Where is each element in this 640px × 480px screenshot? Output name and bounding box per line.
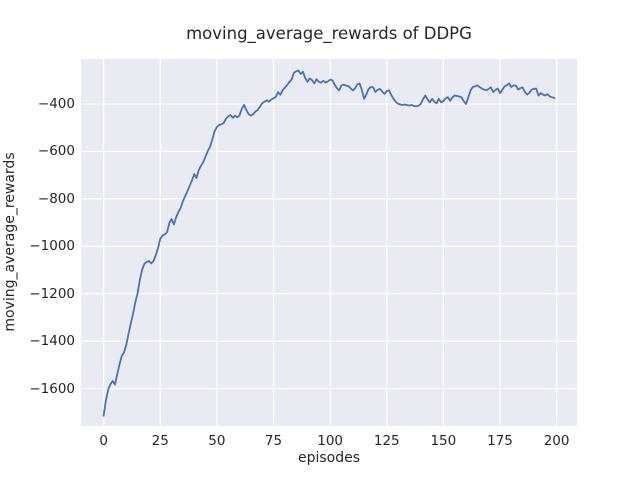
x-axis-label: episodes	[297, 450, 361, 466]
x-tick-label: 125	[373, 433, 400, 449]
x-tick-label: 75	[264, 433, 283, 449]
x-tick-label: 100	[317, 433, 344, 449]
y-tick-label: −400	[37, 96, 75, 113]
reward-line	[102, 69, 556, 417]
axes-background	[81, 59, 577, 426]
x-tick-label: 50	[208, 433, 226, 449]
y-tick-label: −1000	[29, 238, 75, 255]
x-tick-label: 25	[151, 433, 169, 449]
y-tick-label: −600	[37, 143, 75, 160]
y-tick-label: −1200	[29, 285, 75, 302]
y-tick-label: −1600	[29, 380, 75, 397]
y-tick-label: −1400	[29, 333, 75, 350]
x-tick-label: 0	[99, 433, 108, 449]
x-tick-label: 200	[543, 433, 570, 449]
x-tick-label: 175	[487, 433, 513, 449]
y-axis-label-text: moving_average_rewards	[2, 152, 18, 332]
y-tick-label: −800	[37, 190, 75, 207]
chart-title: moving_average_rewards of DDPG	[186, 24, 472, 43]
x-tick-label: 150	[430, 433, 457, 449]
